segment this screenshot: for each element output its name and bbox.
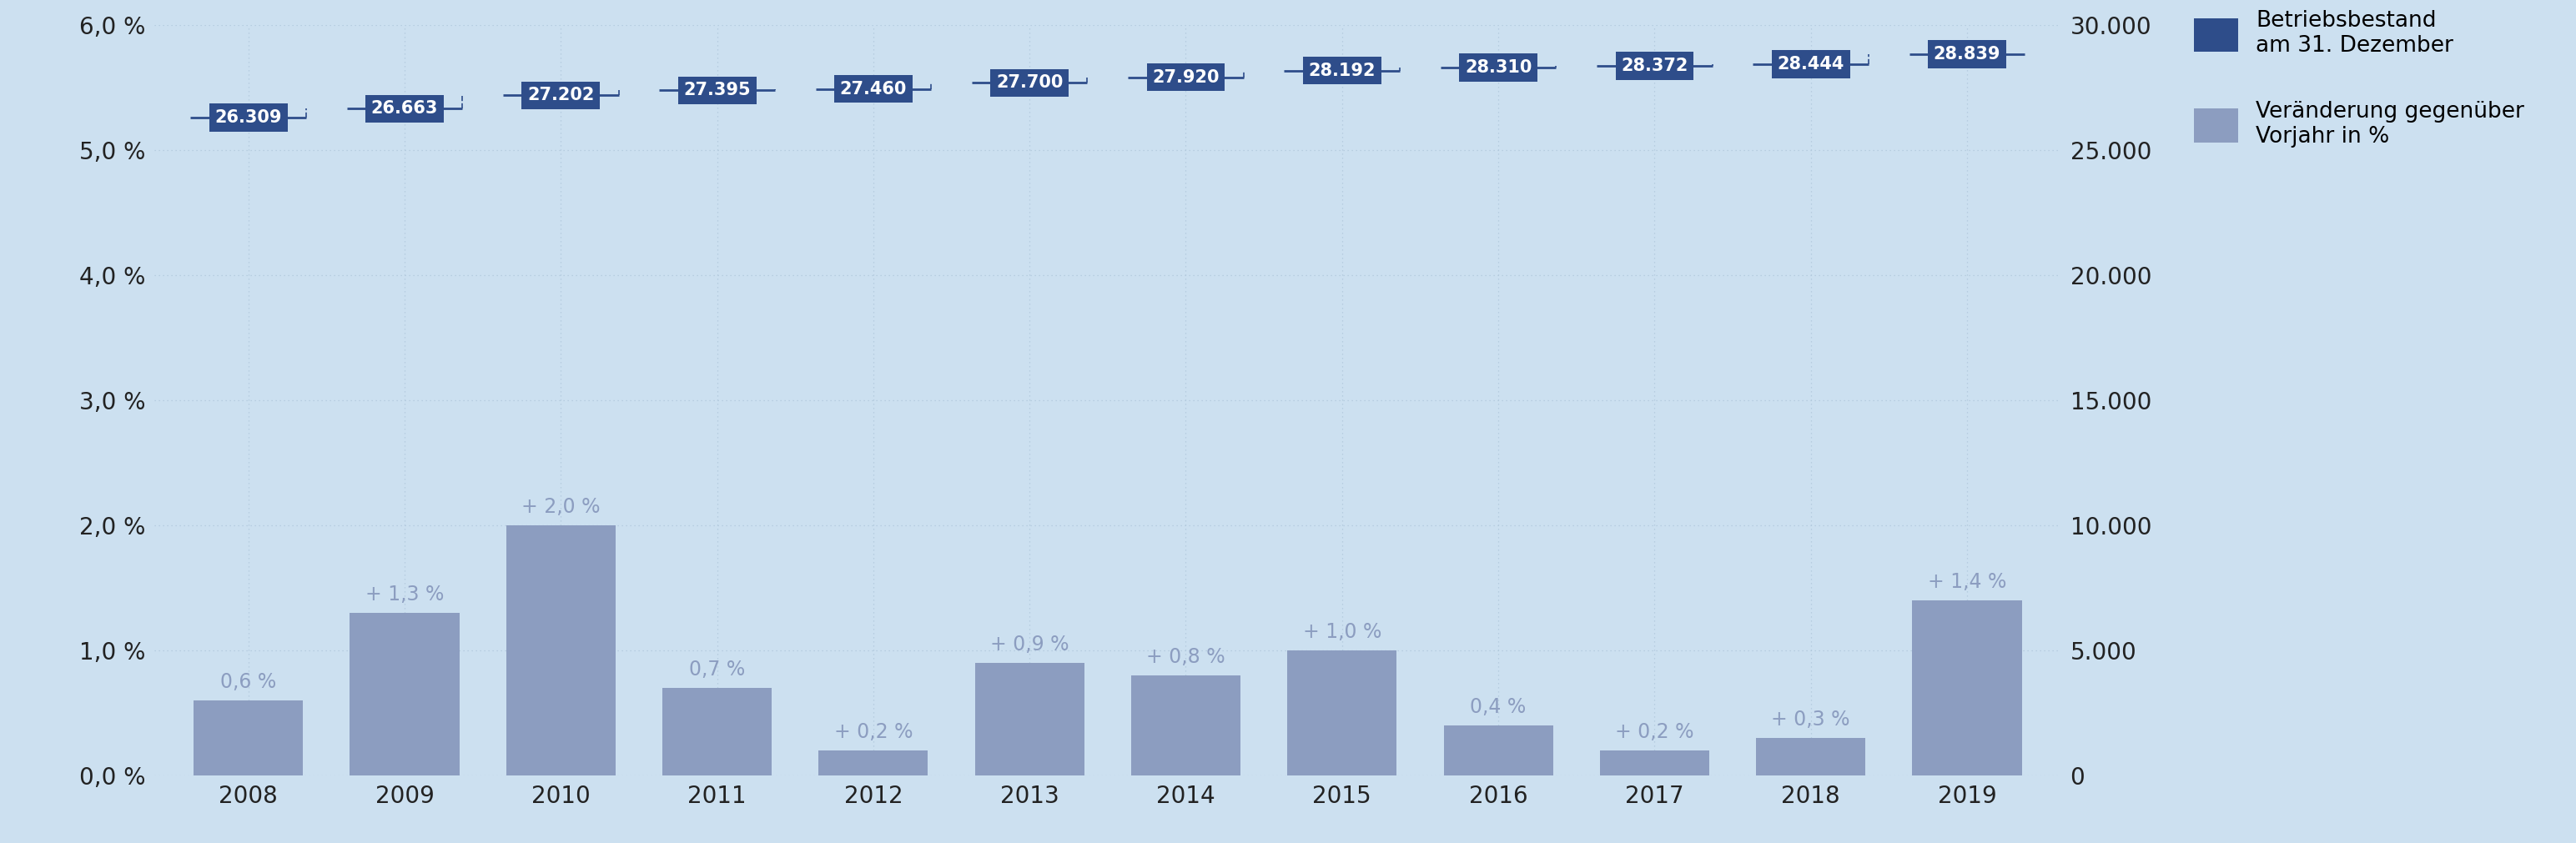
Bar <box>1757 738 1865 776</box>
Text: 26.663: 26.663 <box>371 100 438 117</box>
Text: 27.700: 27.700 <box>997 74 1064 91</box>
Bar <box>1600 750 1710 776</box>
Text: 28.839: 28.839 <box>1935 46 2002 62</box>
Bar <box>193 701 304 776</box>
Text: 0,6 %: 0,6 % <box>222 672 276 692</box>
Text: 28.310: 28.310 <box>1466 59 1533 76</box>
Text: + 0,9 %: + 0,9 % <box>989 634 1069 654</box>
Text: + 2,0 %: + 2,0 % <box>520 497 600 517</box>
Text: + 0,3 %: + 0,3 % <box>1772 709 1850 729</box>
Bar <box>974 663 1084 776</box>
Text: 27.395: 27.395 <box>683 82 750 99</box>
Bar <box>662 688 773 776</box>
Text: + 1,4 %: + 1,4 % <box>1927 572 2007 592</box>
Bar <box>1131 675 1242 776</box>
Text: + 1,0 %: + 1,0 % <box>1303 622 1381 642</box>
Text: 27.202: 27.202 <box>528 87 595 104</box>
Text: + 0,8 %: + 0,8 % <box>1146 647 1226 667</box>
Legend: Betriebsbestand
am 31. Dezember, Veränderung gegenüber
Vorjahr in %: Betriebsbestand am 31. Dezember, Verände… <box>2195 10 2524 148</box>
Text: + 0,2 %: + 0,2 % <box>835 722 912 742</box>
Text: 0,4 %: 0,4 % <box>1471 697 1528 717</box>
Text: + 1,3 %: + 1,3 % <box>366 584 443 604</box>
Text: 28.192: 28.192 <box>1309 62 1376 79</box>
Text: 26.309: 26.309 <box>214 110 281 126</box>
Text: 28.372: 28.372 <box>1620 57 1687 74</box>
Bar <box>819 750 927 776</box>
Text: + 0,2 %: + 0,2 % <box>1615 722 1695 742</box>
Bar <box>1443 726 1553 776</box>
Bar <box>350 613 459 776</box>
Bar <box>1288 651 1396 776</box>
Bar <box>505 525 616 776</box>
Text: 0,7 %: 0,7 % <box>688 659 744 679</box>
Bar <box>1911 600 2022 776</box>
Text: 27.920: 27.920 <box>1151 69 1218 86</box>
Text: 28.444: 28.444 <box>1777 56 1844 72</box>
Text: 27.460: 27.460 <box>840 80 907 97</box>
